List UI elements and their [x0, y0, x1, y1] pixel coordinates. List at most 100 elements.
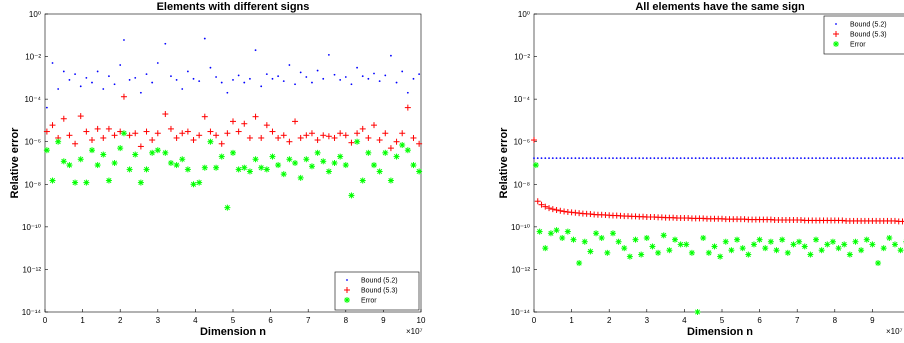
data-point	[736, 157, 738, 159]
y-axis-label-0: Relative error	[9, 127, 21, 199]
data-point	[83, 128, 90, 135]
legend-label: Bound (5.2)	[361, 278, 398, 285]
data-point	[137, 143, 144, 150]
data-point	[320, 158, 327, 165]
data-point	[626, 253, 633, 260]
data-point	[587, 248, 594, 255]
data-point	[156, 62, 159, 64]
data-point	[359, 177, 366, 184]
data-point	[410, 134, 417, 141]
data-point	[186, 70, 189, 73]
data-point	[882, 157, 885, 159]
data-point	[773, 247, 780, 254]
data-point	[559, 234, 566, 241]
data-point	[581, 157, 584, 159]
data-point	[404, 147, 411, 154]
x-scale-note-1: ×10⁷	[886, 327, 903, 336]
x-axis-label-1: Dimension n	[687, 326, 753, 338]
data-point	[111, 160, 118, 166]
data-point	[538, 201, 545, 208]
legend-marker	[833, 31, 839, 37]
plot-area-0	[44, 13, 422, 313]
data-point	[615, 238, 622, 245]
chart-panel-same-sign: All elements have the same sign Dimensio…	[498, 1, 904, 338]
data-point	[220, 81, 223, 84]
y-tick-label: 10⁻⁸	[25, 180, 42, 189]
data-point	[619, 157, 622, 159]
data-point	[570, 157, 573, 159]
y-axis-label-1: Relative error	[498, 127, 510, 199]
y-tick-label: 10⁻¹⁴	[511, 308, 531, 317]
data-point	[325, 168, 332, 175]
data-point	[544, 157, 547, 159]
data-point	[542, 203, 549, 210]
data-point	[788, 157, 791, 159]
data-point	[404, 104, 411, 111]
data-point	[608, 157, 611, 159]
data-point	[209, 66, 212, 69]
data-point	[630, 157, 633, 159]
data-point	[531, 137, 537, 144]
y-tick-label: 10⁻¹⁰	[22, 223, 41, 232]
data-point	[331, 160, 338, 166]
data-point	[833, 157, 836, 159]
data-point	[734, 236, 741, 243]
data-point	[320, 132, 327, 139]
x-tick-label: 4	[682, 316, 687, 325]
data-point	[192, 77, 195, 80]
data-point	[196, 132, 203, 139]
data-point	[547, 230, 554, 237]
data-point	[769, 157, 772, 159]
data-point	[316, 69, 319, 72]
data-point	[382, 149, 389, 156]
data-point	[858, 247, 865, 254]
data-point	[151, 81, 154, 84]
data-point	[119, 64, 122, 66]
series-bound-5-2	[533, 157, 904, 159]
data-point	[342, 132, 349, 139]
x-tick-label: 9	[870, 316, 875, 325]
data-point	[593, 157, 596, 159]
data-point	[77, 156, 84, 163]
legend-label: Bound (5.2)	[850, 22, 887, 29]
data-point	[179, 130, 186, 137]
data-point	[68, 79, 71, 81]
data-point	[243, 81, 246, 84]
data-point	[807, 251, 814, 258]
data-point	[657, 157, 659, 159]
data-point	[123, 39, 125, 41]
data-point	[105, 125, 112, 132]
data-point	[376, 168, 383, 175]
data-point	[813, 236, 819, 243]
data-point	[373, 72, 375, 75]
legend-box	[334, 271, 420, 311]
data-point	[322, 77, 325, 80]
data-point	[62, 70, 65, 73]
data-point	[578, 157, 581, 159]
data-point	[348, 192, 355, 199]
data-point	[777, 157, 780, 159]
data-point	[890, 157, 893, 159]
data-point	[79, 85, 82, 88]
x-tick-label: 5	[720, 316, 725, 325]
data-point	[126, 166, 133, 173]
data-point	[314, 137, 321, 144]
data-point	[811, 157, 814, 159]
data-point	[694, 157, 697, 159]
data-point	[384, 74, 387, 77]
chart-title-0: Elements with different signs	[157, 1, 310, 13]
data-point	[705, 249, 712, 256]
data-point	[102, 88, 105, 90]
data-point	[666, 247, 673, 254]
data-point	[700, 234, 707, 241]
data-point	[395, 81, 398, 84]
data-point	[557, 207, 564, 214]
data-point	[190, 181, 197, 188]
data-point	[561, 208, 568, 215]
y-tick-label: 10⁻⁴	[24, 95, 41, 104]
series-bound-5-2	[45, 37, 421, 109]
data-point	[201, 113, 208, 120]
data-point	[597, 157, 599, 159]
data-point	[361, 75, 364, 78]
data-point	[365, 149, 372, 156]
